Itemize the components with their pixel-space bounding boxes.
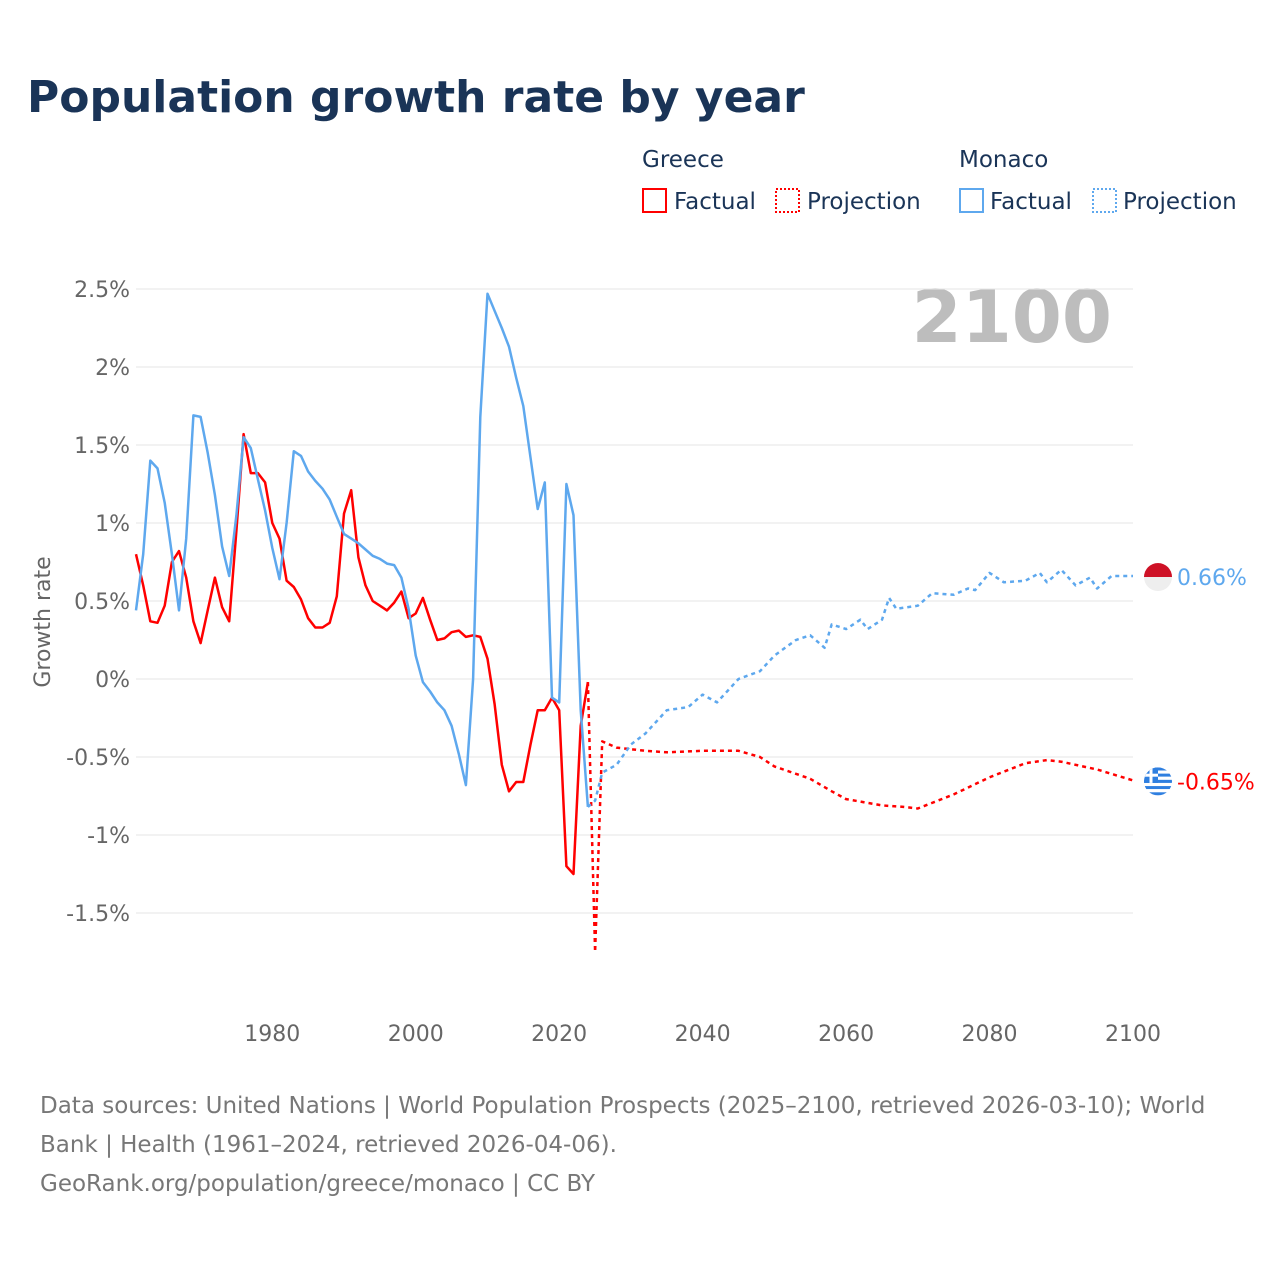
x-tick-label: 2060 — [818, 1022, 874, 1047]
x-tick-label: 2080 — [962, 1022, 1018, 1047]
legend-group-greece: Greece — [642, 147, 724, 173]
legend-label[interactable]: Projection — [807, 189, 921, 215]
legend-label[interactable]: Projection — [1123, 189, 1237, 215]
y-tick-label: 1% — [95, 512, 130, 537]
footer-link[interactable]: GeoRank.org/population/greece/monaco | C… — [40, 1171, 596, 1197]
x-tick-label: 2100 — [1105, 1022, 1161, 1047]
y-tick-label: 0% — [95, 668, 130, 693]
series-line-greece-factual — [134, 432, 590, 876]
legend-swatch-greece-factual — [642, 188, 667, 213]
end-label-greece: -0.65% — [1177, 770, 1255, 795]
legend-group-monaco: Monaco — [959, 147, 1048, 173]
x-tick-label: 2020 — [531, 1022, 587, 1047]
monaco-flag-icon — [1144, 563, 1172, 592]
y-tick-label: 2.5% — [74, 278, 130, 303]
y-axis-label: Growth rate — [31, 556, 56, 687]
legend-swatch-greece-projection — [775, 188, 800, 213]
chart-title: Population growth rate by year — [27, 72, 805, 123]
year-label: 2100 — [912, 275, 1112, 359]
series-line-greece-projection — [586, 682, 1134, 954]
y-tick-label: -0.5% — [66, 746, 130, 771]
legend-swatch-monaco-factual — [959, 188, 984, 213]
legend-label[interactable]: Factual — [990, 189, 1072, 215]
y-tick-label: 2% — [95, 356, 130, 381]
y-tick-label: -1% — [87, 824, 130, 849]
x-tick-label: 2000 — [388, 1022, 444, 1047]
series-line-monaco-projection — [587, 568, 1133, 808]
series-line-monaco-factual — [134, 292, 590, 807]
y-tick-label: -1.5% — [66, 902, 130, 927]
greece-flag-icon — [1144, 767, 1172, 796]
x-tick-label: 2040 — [675, 1022, 731, 1047]
y-tick-label: 0.5% — [74, 590, 130, 615]
footer-sources-1: Data sources: United Nations | World Pop… — [40, 1093, 1205, 1119]
end-label-monaco: 0.66% — [1177, 566, 1247, 591]
legend-swatch-monaco-projection — [1092, 188, 1117, 213]
footer-sources-2: Bank | Health (1961–2024, retrieved 2026… — [40, 1132, 617, 1158]
x-tick-label: 1980 — [244, 1022, 300, 1047]
legend-label[interactable]: Factual — [674, 189, 756, 215]
y-tick-label: 1.5% — [74, 434, 130, 459]
legend: Greece Factual Projection Monaco Factual… — [642, 147, 1237, 215]
